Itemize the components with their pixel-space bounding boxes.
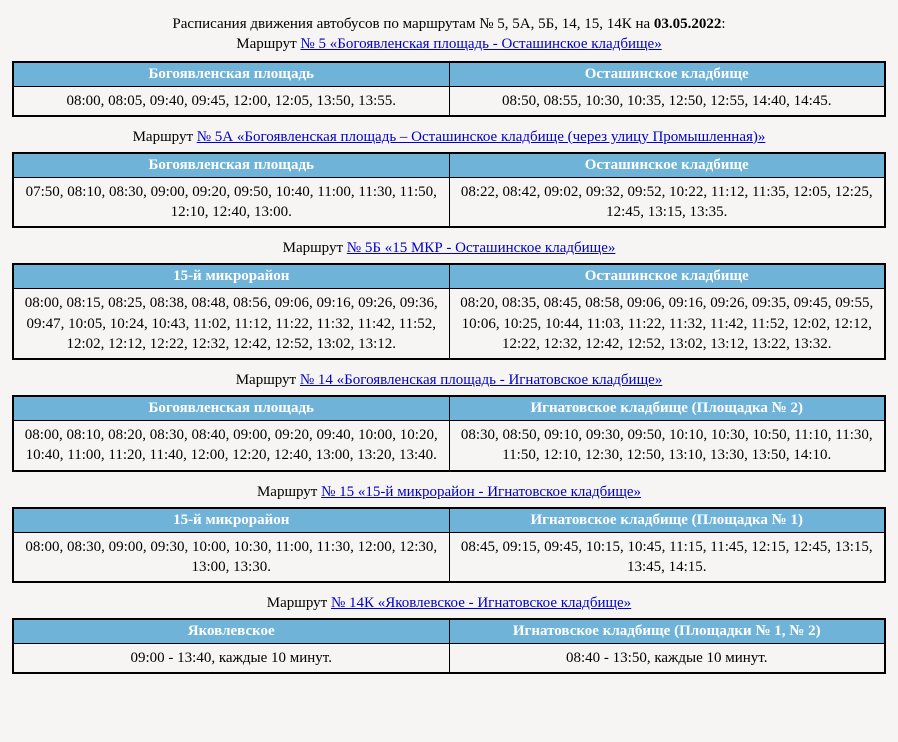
route-link[interactable]: № 15 «15-й микрорайон - Игнатовское клад… bbox=[321, 484, 641, 500]
schedule-table: 15-й микрорайон Осташинское кладбище 08:… bbox=[12, 263, 886, 360]
route-heading: Маршрут № 14 «Богоявленская площадь - Иг… bbox=[12, 372, 886, 389]
times-cell: 08:22, 08:42, 09:02, 09:32, 09:52, 10:22… bbox=[449, 177, 885, 227]
col-header: Богоявленская площадь bbox=[13, 153, 449, 178]
times-cell: 08:30, 08:50, 09:10, 09:30, 09:50, 10:10… bbox=[449, 421, 885, 471]
col-header: Осташинское кладбище bbox=[449, 264, 885, 289]
route-prefix: Маршрут bbox=[236, 372, 300, 388]
col-header: Богоявленская площадь bbox=[13, 396, 449, 421]
col-header: Богоявленская площадь bbox=[13, 62, 449, 87]
col-header: Осташинское кладбище bbox=[449, 153, 885, 178]
schedule-table: 15-й микрорайон Игнатовское кладбище (Пл… bbox=[12, 507, 886, 584]
route-link[interactable]: № 5 «Богоявленская площадь - Осташинское… bbox=[300, 36, 661, 52]
times-cell: 08:00, 08:30, 09:00, 09:30, 10:00, 10:30… bbox=[13, 532, 449, 582]
route-link[interactable]: № 5Б «15 МКР - Осташинское кладбище» bbox=[347, 240, 616, 256]
schedule-table: Богоявленская площадь Игнатовское кладби… bbox=[12, 395, 886, 472]
times-cell: 08:00, 08:05, 09:40, 09:45, 12:00, 12:05… bbox=[13, 86, 449, 116]
route-heading: Маршрут № 5А «Богоявленская площадь – Ос… bbox=[12, 129, 886, 146]
route-link[interactable]: № 14 «Богоявленская площадь - Игнатовско… bbox=[300, 372, 662, 388]
times-cell: 08:00, 08:10, 08:20, 08:30, 08:40, 09:00… bbox=[13, 421, 449, 471]
times-cell: 08:40 - 13:50, каждые 10 минут. bbox=[449, 644, 885, 674]
route-prefix: Маршрут bbox=[283, 240, 347, 256]
times-cell: 08:20, 08:35, 08:45, 08:58, 09:06, 09:16… bbox=[449, 289, 885, 359]
col-header: Яковлевское bbox=[13, 619, 449, 644]
route-heading: Маршрут № 15 «15-й микрорайон - Игнатовс… bbox=[12, 484, 886, 501]
title-text: Расписания движения автобусов по маршрут… bbox=[172, 16, 653, 32]
col-header: Игнатовское кладбище (Площадка № 1) bbox=[449, 508, 885, 533]
times-cell: 08:45, 09:15, 09:45, 10:15, 10:45, 11:15… bbox=[449, 532, 885, 582]
route-link[interactable]: № 14К «Яковлевское - Игнатовское кладбищ… bbox=[331, 595, 631, 611]
schedule-table: Богоявленская площадь Осташинское кладби… bbox=[12, 152, 886, 229]
title-date: 03.05.2022 bbox=[654, 16, 722, 32]
schedule-table: Яковлевское Игнатовское кладбище (Площад… bbox=[12, 618, 886, 674]
col-header: 15-й микрорайон bbox=[13, 264, 449, 289]
col-header: 15-й микрорайон bbox=[13, 508, 449, 533]
col-header: Осташинское кладбище bbox=[449, 62, 885, 87]
times-cell: 07:50, 08:10, 08:30, 09:00, 09:20, 09:50… bbox=[13, 177, 449, 227]
times-cell: 08:00, 08:15, 08:25, 08:38, 08:48, 08:56… bbox=[13, 289, 449, 359]
route-prefix: Маршрут bbox=[236, 36, 300, 52]
route-prefix: Маршрут bbox=[133, 129, 197, 145]
title-suffix: : bbox=[721, 16, 725, 32]
route-link[interactable]: № 5А «Богоявленская площадь – Осташинско… bbox=[197, 129, 766, 145]
schedule-table: Богоявленская площадь Осташинское кладби… bbox=[12, 61, 886, 117]
col-header: Игнатовское кладбище (Площадки № 1, № 2) bbox=[449, 619, 885, 644]
times-cell: 09:00 - 13:40, каждые 10 минут. bbox=[13, 644, 449, 674]
route-prefix: Маршрут bbox=[267, 595, 331, 611]
col-header: Игнатовское кладбище (Площадка № 2) bbox=[449, 396, 885, 421]
route-heading: Маршрут № 14К «Яковлевское - Игнатовское… bbox=[12, 595, 886, 612]
page-title: Расписания движения автобусов по маршрут… bbox=[12, 14, 886, 55]
times-cell: 08:50, 08:55, 10:30, 10:35, 12:50, 12:55… bbox=[449, 86, 885, 116]
route-prefix: Маршрут bbox=[257, 484, 321, 500]
route-heading: Маршрут № 5Б «15 МКР - Осташинское кладб… bbox=[12, 240, 886, 257]
